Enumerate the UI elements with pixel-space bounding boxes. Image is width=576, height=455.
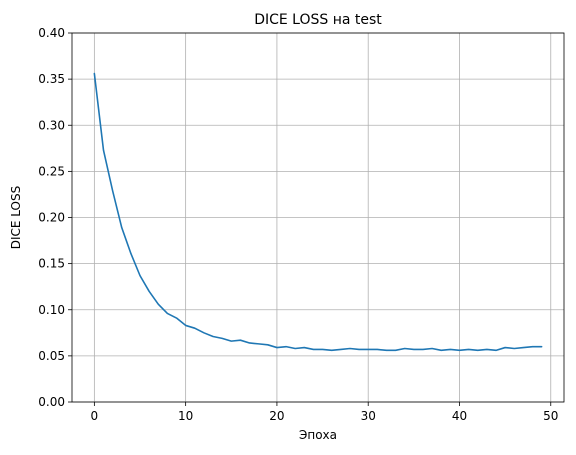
x-tick-label: 0 <box>91 409 99 423</box>
tick-layer: 0 10 20 30 40 50 0.00 0.05 0.10 0.15 0.20 0.25 0.30 0… <box>38 26 558 423</box>
series-line <box>93 72 543 352</box>
x-tick-label: 40 <box>452 409 467 423</box>
y-tick-label: 0.35 <box>38 72 65 86</box>
y-tick-label: 0.15 <box>38 257 65 271</box>
y-axis-label: DICE LOSS <box>9 186 23 250</box>
x-tick-label: 30 <box>361 409 376 423</box>
x-axis-label: Эпоха <box>299 428 337 442</box>
y-tick-label: 0.25 <box>38 164 65 178</box>
series-layer <box>93 72 543 352</box>
x-tick-label: 10 <box>178 409 193 423</box>
x-tick-label: 50 <box>543 409 558 423</box>
y-tick-label: 0.40 <box>38 26 65 40</box>
y-tick-label: 0.20 <box>38 211 65 225</box>
grid <box>72 32 564 403</box>
chart-title: DICE LOSS на test <box>254 12 382 28</box>
x-tick-label: 20 <box>269 409 284 423</box>
y-tick-label: 0.05 <box>38 349 65 363</box>
y-tick-label: 0.00 <box>38 395 65 409</box>
y-tick-label: 0.10 <box>38 303 65 317</box>
y-tick-label: 0.30 <box>38 118 65 132</box>
